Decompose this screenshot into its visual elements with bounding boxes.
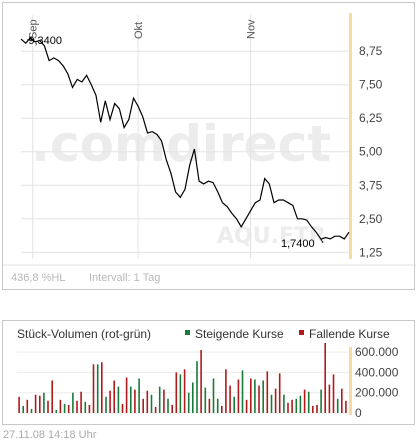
x-month-label: Nov	[246, 19, 258, 39]
low-value-label: 1,7400	[281, 238, 315, 250]
footer-range-label: 436,8 %HL	[11, 272, 65, 284]
y-tick-label: 6,25	[359, 111, 383, 125]
legend-swatch-falling	[299, 330, 304, 335]
watermark-text: .comdirect	[31, 115, 331, 173]
y-tick-label: 600.000	[355, 345, 399, 359]
y-tick-label: 0	[355, 406, 362, 420]
legend-swatch-rising	[185, 330, 190, 335]
volume-chart: Stück-Volumen (rot-grün) Steigende Kurse F…	[17, 327, 399, 420]
y-tick-label: 5,00	[359, 145, 383, 159]
x-month-label: Okt	[133, 22, 145, 39]
axis-highlight-strip	[349, 347, 352, 415]
high-value-label: 9,3400	[28, 35, 62, 47]
y-tick-label: 400.000	[355, 365, 399, 379]
price-line	[20, 36, 350, 240]
y-tick-label: 1,25	[359, 245, 383, 259]
y-tick-label: 3,75	[359, 178, 383, 192]
price-chart: .comdirect AQU.ETR 8,75 7,50 6,25 5,00 3,75 2,5…	[3, 13, 416, 284]
y-tick-label: 200.000	[355, 386, 399, 400]
volume-chart-panel: Stück-Volumen (rot-grün) Steigende Kurse F…	[2, 320, 415, 425]
y-tick-label: 2,50	[359, 212, 383, 226]
axis-highlight-strip	[349, 13, 352, 259]
price-chart-panel: .comdirect AQU.ETR 8,75 7,50 6,25 5,00 3,75 2,5…	[2, 2, 416, 290]
x-month-label: Sep	[28, 19, 40, 39]
timestamp: 27.11.08 14:18 Uhr	[3, 429, 97, 441]
watermark-ticker: AQU.ETR	[217, 224, 326, 249]
footer-interval-label: Intervall: 1 Tag	[89, 272, 160, 284]
low-marker	[320, 238, 324, 244]
legend-label-rising: Steigende Kurse	[195, 327, 284, 341]
volume-title: Stück-Volumen (rot-grün)	[17, 327, 151, 341]
y-tick-label: 7,50	[359, 78, 383, 92]
y-tick-label: 8,75	[359, 44, 383, 58]
legend-label-falling: Fallende Kurse	[309, 327, 390, 341]
